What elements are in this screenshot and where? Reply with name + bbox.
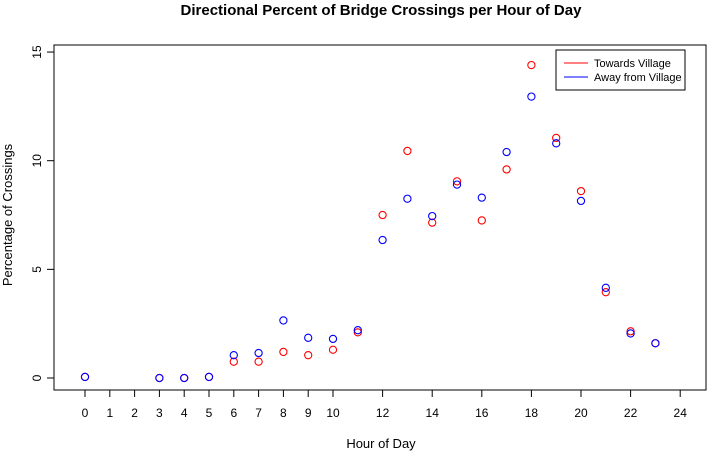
point-away-from-village: [552, 139, 561, 148]
y-axis: 0 5 10 15: [30, 45, 55, 381]
legend-label: Towards Village: [594, 58, 671, 70]
point-towards-village: [502, 165, 511, 174]
x-tick-label: 16: [475, 406, 489, 420]
point-towards-village: [428, 218, 437, 227]
y-tick-label: 15: [30, 45, 44, 59]
data-points: [80, 60, 660, 383]
point-away-from-village: [254, 348, 263, 358]
x-tick-label: 7: [255, 406, 262, 420]
y-axis-label: Percentage of Crossings: [0, 143, 15, 286]
point-towards-village: [552, 133, 561, 143]
point-away-from-village: [229, 351, 238, 360]
point-towards-village: [378, 210, 387, 220]
legend: Towards Village Away from Village: [555, 49, 686, 91]
x-tick-label: 8: [280, 406, 287, 420]
x-tick-label: 9: [305, 406, 312, 420]
y-tick-label: 0: [30, 374, 44, 381]
x-tick-label: 22: [624, 406, 638, 420]
point-towards-village: [353, 328, 362, 337]
point-away-from-village: [576, 196, 586, 206]
point-towards-village: [601, 288, 610, 297]
point-towards-village: [254, 357, 263, 366]
point-away-from-village: [452, 180, 462, 189]
point-away-from-village: [502, 147, 511, 157]
point-away-from-village: [626, 329, 635, 338]
point-away-from-village: [304, 333, 313, 342]
point-away-from-village: [527, 92, 536, 101]
point-away-from-village: [651, 339, 660, 348]
point-towards-village: [279, 347, 288, 357]
point-away-from-village: [403, 194, 412, 203]
point-towards-village: [229, 357, 238, 366]
point-away-from-village: [279, 316, 288, 325]
x-tick-label: 5: [206, 406, 213, 420]
y-tick-label: 5: [30, 266, 44, 273]
point-away-from-village: [353, 326, 362, 335]
point-away-from-village: [328, 334, 338, 344]
point-away-from-village: [180, 373, 189, 383]
point-towards-village: [576, 186, 586, 196]
x-tick-label: 3: [156, 406, 163, 420]
point-towards-village: [452, 177, 462, 186]
point-towards-village: [304, 351, 313, 360]
point-away-from-village: [80, 372, 90, 382]
x-tick-label: 14: [426, 406, 440, 420]
x-axis: 0 1 2 3 4 5 6 7 8 9 10 12 14 16 18 20 22 24: [82, 389, 688, 420]
legend-box: [555, 49, 686, 91]
x-tick-label: 12: [376, 406, 390, 420]
point-away-from-village: [477, 193, 486, 202]
x-tick-label: 24: [674, 406, 688, 420]
chart-title: Directional Percent of Bridge Crossings …: [181, 2, 583, 19]
point-towards-village: [527, 60, 536, 70]
point-towards-village: [626, 327, 635, 336]
x-tick-label: 4: [181, 406, 188, 420]
x-tick-label: 20: [574, 406, 588, 420]
point-towards-village: [477, 216, 486, 225]
x-tick-label: 2: [131, 406, 138, 420]
x-tick-label: 18: [525, 406, 539, 420]
x-axis-label: Hour of Day: [346, 436, 416, 451]
point-away-from-village: [155, 373, 164, 383]
legend-label: Away from Village: [594, 72, 682, 84]
x-tick-label: 1: [106, 406, 113, 420]
point-away-from-village: [378, 235, 387, 245]
y-tick-label: 10: [30, 154, 44, 168]
x-tick-label: 10: [326, 406, 340, 420]
point-away-from-village: [204, 372, 214, 382]
x-tick-label: 6: [230, 406, 237, 420]
point-away-from-village: [601, 283, 610, 292]
point-towards-village: [403, 146, 412, 156]
point-away-from-village: [428, 211, 437, 221]
x-tick-label: 0: [82, 406, 89, 420]
point-towards-village: [328, 345, 338, 354]
